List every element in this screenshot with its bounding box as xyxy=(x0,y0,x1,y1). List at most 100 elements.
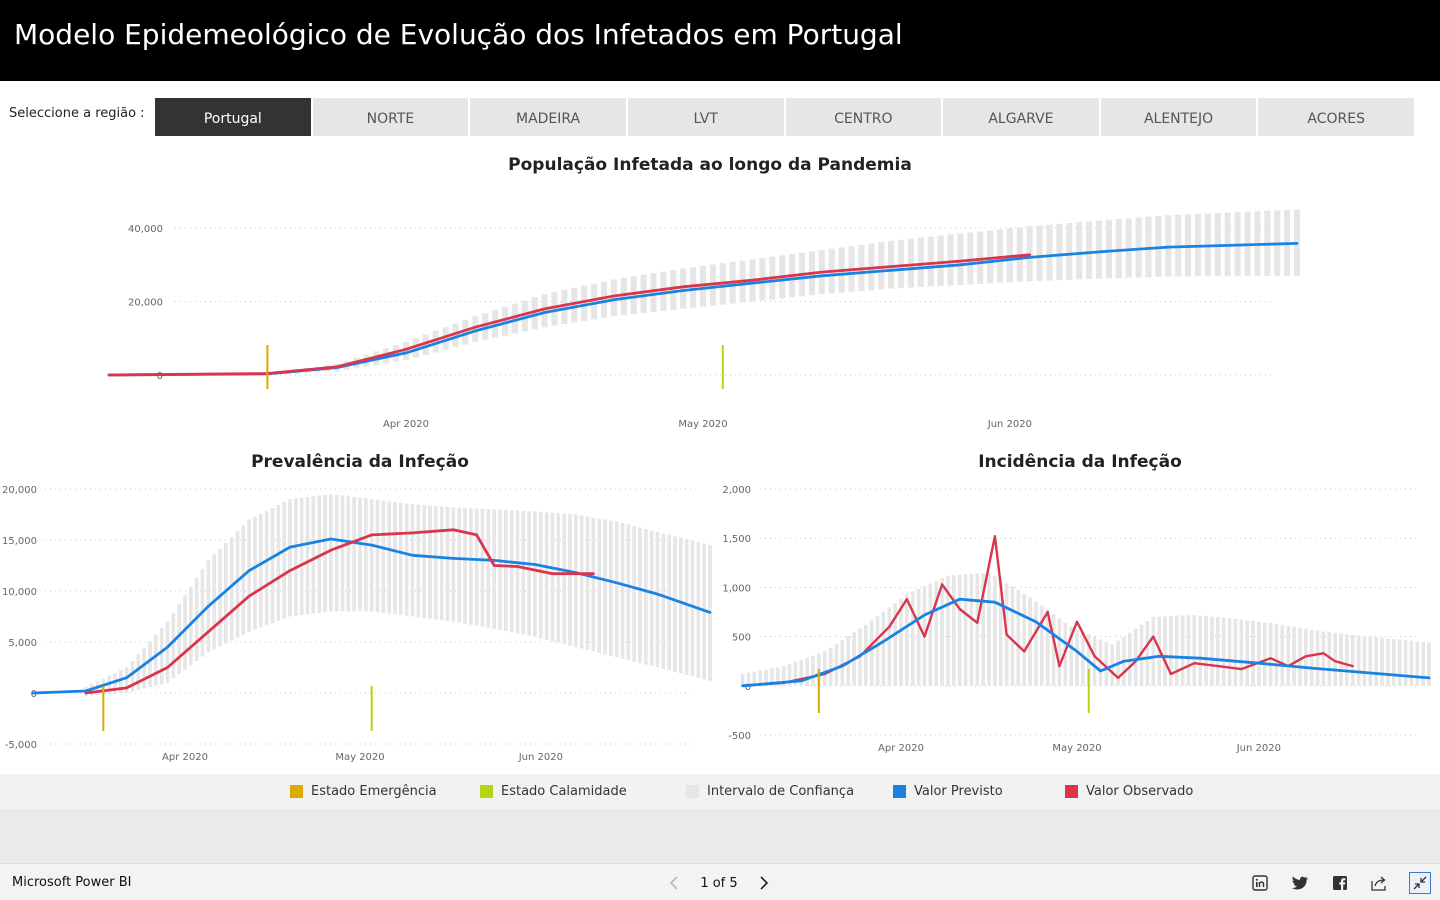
confidence-bar xyxy=(294,498,298,616)
confidence-bar xyxy=(562,513,566,645)
region-tab-centro[interactable]: CENTRO xyxy=(785,98,942,136)
confidence-bar xyxy=(1180,615,1185,686)
region-tab-norte[interactable]: NORTE xyxy=(312,98,469,136)
y-tick-label: 20,000 xyxy=(128,298,163,309)
linkedin-icon xyxy=(1252,875,1268,891)
legend-swatch-intervalo xyxy=(686,785,699,798)
legend-item-calamidade[interactable]: Estado Calamidade xyxy=(480,784,627,799)
confidence-bar xyxy=(1104,641,1109,686)
region-tab-portugal[interactable]: Portugal xyxy=(155,98,311,136)
confidence-bar xyxy=(644,528,648,665)
confidence-bar xyxy=(822,651,827,686)
region-tab-algarve[interactable]: ALGARVE xyxy=(943,98,1099,136)
confidence-bar xyxy=(317,495,321,613)
confidence-bar xyxy=(1221,617,1226,686)
confidence-bar xyxy=(556,513,561,643)
confidence-bar xyxy=(1245,620,1249,686)
legend-label-intervalo: Intervalo de Confiança xyxy=(707,784,855,799)
confidence-bar xyxy=(482,313,489,340)
confidence-bar xyxy=(888,240,895,289)
confidence-bar xyxy=(1081,631,1085,686)
legend-swatch-previsto xyxy=(893,785,906,798)
region-tab-madeira[interactable]: MADEIRA xyxy=(470,98,626,136)
legend-item-intervalo[interactable]: Intervalo de Confiança xyxy=(686,784,854,799)
confidence-bar xyxy=(165,621,170,683)
confidence-bar xyxy=(334,494,339,612)
charts-canvas: 40,000 20,000 0 Apr 2020 May 2020 Jun 2020 20,… xyxy=(2,209,1431,763)
confidence-bar xyxy=(887,607,892,686)
confidence-bar xyxy=(998,579,1003,686)
confidence-bar xyxy=(402,341,410,361)
confidence-bar xyxy=(253,516,257,630)
legend-item-previsto[interactable]: Valor Previsto xyxy=(893,784,1003,799)
confidence-bar xyxy=(442,327,449,350)
legend-item-observado[interactable]: Valor Observado xyxy=(1065,784,1193,799)
confidence-bar xyxy=(640,274,647,314)
confidence-bar xyxy=(799,659,804,686)
confidence-bar xyxy=(404,503,409,616)
confidence-bar xyxy=(993,576,997,686)
confidence-bar xyxy=(1163,616,1167,686)
confidence-bar xyxy=(916,588,921,686)
confidence-bar xyxy=(235,531,240,638)
y-tick-label: 500 xyxy=(732,633,751,644)
confidence-bar xyxy=(603,519,607,655)
confidence-bar xyxy=(119,670,123,694)
previous-page-button[interactable] xyxy=(664,873,684,893)
confidence-bar xyxy=(917,237,924,288)
confidence-bar xyxy=(907,238,914,288)
confidence-bar xyxy=(452,323,459,348)
next-page-button[interactable] xyxy=(754,873,774,893)
confidence-bar xyxy=(177,604,181,675)
confidence-bar xyxy=(533,511,537,637)
confidence-bar xyxy=(632,526,636,662)
legend-item-emergencia[interactable]: Estado Emergência xyxy=(290,784,437,799)
confidence-bar xyxy=(1327,632,1332,686)
confidence-bar xyxy=(498,509,502,630)
confidence-bar xyxy=(875,616,880,686)
confidence-bar xyxy=(264,510,269,626)
y-tick-label: 1,000 xyxy=(722,583,751,594)
confidence-bar xyxy=(684,539,689,675)
twitter-share-button[interactable] xyxy=(1290,874,1310,892)
event-marker xyxy=(266,345,269,389)
confidence-bar xyxy=(969,573,974,686)
confidence-bar xyxy=(282,502,286,619)
confidence-bar xyxy=(551,292,558,326)
y-tick-label: -5,000 xyxy=(5,740,37,751)
confidence-bar xyxy=(113,673,117,694)
confidence-bar xyxy=(1292,626,1296,686)
confidence-bar xyxy=(679,537,683,674)
y-tick-label: 40,000 xyxy=(128,224,163,235)
series-line-valor-previsto xyxy=(31,537,712,695)
region-tab-acores[interactable]: ACORES xyxy=(1258,98,1414,136)
confidence-bar xyxy=(899,598,903,686)
confidence-bar xyxy=(422,334,429,356)
facebook-share-button[interactable] xyxy=(1330,874,1350,892)
region-tab-alentejo[interactable]: ALENTEJO xyxy=(1100,98,1257,136)
confidence-bar xyxy=(781,666,786,686)
confidence-bar xyxy=(224,542,228,644)
confidence-bar xyxy=(1403,640,1408,686)
confidence-bar xyxy=(1427,642,1431,686)
confidence-bar xyxy=(241,525,246,635)
confidence-bar xyxy=(416,504,421,618)
confidence-bar xyxy=(1227,618,1232,686)
confidence-bar xyxy=(910,591,915,686)
exit-fullscreen-button[interactable] xyxy=(1409,872,1431,894)
confidence-bar xyxy=(550,512,555,642)
confidence-bar xyxy=(1186,615,1191,686)
powerbi-brand-link[interactable]: Microsoft Power BI xyxy=(12,875,132,890)
confidence-bar xyxy=(690,540,695,677)
share-button[interactable] xyxy=(1370,874,1390,892)
confidence-bar xyxy=(1286,625,1291,686)
region-tab-lvt[interactable]: LVT xyxy=(627,98,784,136)
confidence-bar xyxy=(445,506,450,621)
confidence-bar xyxy=(649,530,654,667)
footer-bar: Microsoft Power BI 1 of 5 xyxy=(0,863,1440,900)
confidence-bar xyxy=(591,517,596,652)
chart-title-incidencia: Incidência da Infeção xyxy=(978,452,1182,472)
linkedin-share-button[interactable] xyxy=(1250,874,1270,892)
confidence-bar xyxy=(957,574,962,686)
confidence-bar xyxy=(967,232,974,285)
